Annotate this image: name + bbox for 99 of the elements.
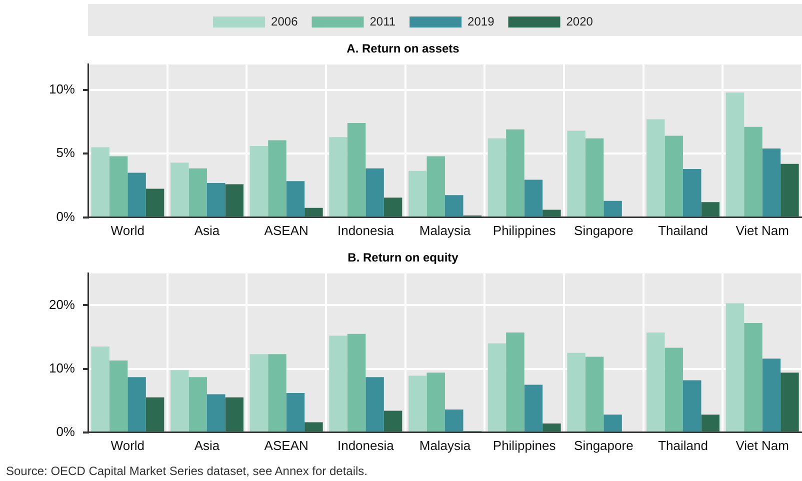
x-tick-label: Thailand: [658, 222, 708, 238]
bar: [585, 138, 604, 216]
x-tick-label: Viet Nam: [736, 222, 789, 238]
legend-label: 2019: [468, 14, 495, 28]
bar: [329, 137, 348, 216]
bar: [445, 410, 464, 432]
bar: [207, 182, 226, 216]
bar: [683, 168, 702, 216]
bar: [524, 180, 543, 216]
bar: [683, 380, 702, 432]
bar: [304, 422, 323, 432]
bar: [426, 156, 445, 216]
bar: [567, 130, 586, 216]
bar: [329, 336, 348, 432]
bar: [347, 123, 366, 216]
bar: [426, 372, 445, 432]
bar: [109, 156, 128, 216]
bar: [664, 136, 683, 216]
x-tick-label: Indonesia: [337, 222, 395, 238]
bar: [286, 181, 305, 216]
bar: [744, 126, 762, 216]
bar: [408, 170, 427, 216]
bar: [250, 146, 268, 216]
legend-label: 2006: [271, 14, 298, 28]
bar: [91, 346, 110, 432]
bar: [701, 202, 720, 216]
bar: [250, 354, 268, 432]
bar: [384, 410, 402, 432]
bar: [726, 303, 744, 432]
bar: [91, 147, 110, 216]
bar: [128, 377, 146, 432]
bar: [664, 348, 683, 432]
y-tick-label: 20%: [48, 296, 76, 312]
y-tick-label: 5%: [56, 145, 76, 160]
source-note: Source: OECD Capital Market Series dataset, see Annex for details.: [6, 464, 369, 478]
chart-title: B. Return on equity: [348, 250, 459, 265]
x-tick-label: Thailand: [658, 438, 708, 453]
bar: [646, 119, 665, 216]
bar: [567, 352, 586, 432]
bar: [445, 195, 464, 216]
x-tick-label: Indonesia: [337, 438, 395, 453]
bar: [701, 414, 720, 432]
x-tick-label: World: [110, 438, 145, 453]
bar: [268, 354, 286, 432]
bar: [146, 397, 164, 432]
y-tick-label: 0%: [56, 424, 76, 439]
x-tick-label: Asia: [194, 438, 220, 453]
bar: [762, 148, 781, 216]
legend-label: 2020: [566, 14, 594, 28]
bar: [506, 129, 524, 216]
bar: [146, 188, 164, 216]
bar: [170, 162, 189, 216]
x-tick-label: Philippines: [492, 222, 556, 238]
bar: [188, 377, 207, 432]
y-tick-label: 10%: [48, 81, 76, 96]
bar: [542, 423, 561, 432]
bar: [604, 200, 622, 216]
x-tick-label: Malaysia: [419, 222, 472, 238]
bar: [780, 164, 799, 216]
bar: [604, 414, 622, 432]
x-tick-label: World: [110, 222, 145, 238]
bar: [646, 332, 665, 432]
bar: [542, 210, 561, 216]
bar: [408, 376, 427, 432]
x-tick-label: ASEAN: [264, 222, 308, 238]
bar: [109, 360, 128, 432]
chart-title: A. Return on assets: [346, 42, 460, 56]
bar: [366, 168, 384, 216]
bar: [304, 208, 323, 216]
bar: [744, 323, 762, 432]
x-tick-label: Singapore: [574, 438, 634, 453]
y-tick-label: 0%: [56, 208, 76, 224]
x-tick-label: Malaysia: [419, 438, 472, 453]
x-tick-label: Singapore: [574, 222, 634, 238]
x-tick-label: ASEAN: [264, 438, 308, 453]
bar: [170, 370, 189, 432]
bar: [268, 140, 286, 216]
bar: [585, 356, 604, 432]
x-tick-label: Philippines: [492, 438, 556, 453]
bar: [384, 198, 402, 216]
bar: [225, 184, 244, 216]
bar: [286, 392, 305, 432]
x-tick-label: Viet Nam: [736, 438, 789, 453]
y-tick-label: 10%: [48, 360, 76, 376]
x-tick-label: Asia: [194, 222, 220, 238]
bar: [780, 372, 799, 432]
legend-label: 2011: [370, 14, 396, 28]
bar: [128, 172, 146, 216]
bar: [207, 394, 226, 432]
bar: [762, 358, 781, 432]
bar: [188, 168, 207, 216]
bar: [524, 384, 543, 432]
bar: [726, 92, 744, 216]
bar: [488, 343, 506, 432]
bar: [347, 334, 366, 432]
bar: [488, 138, 506, 216]
bar: [225, 397, 244, 432]
bar: [506, 332, 524, 432]
bar: [366, 377, 384, 432]
